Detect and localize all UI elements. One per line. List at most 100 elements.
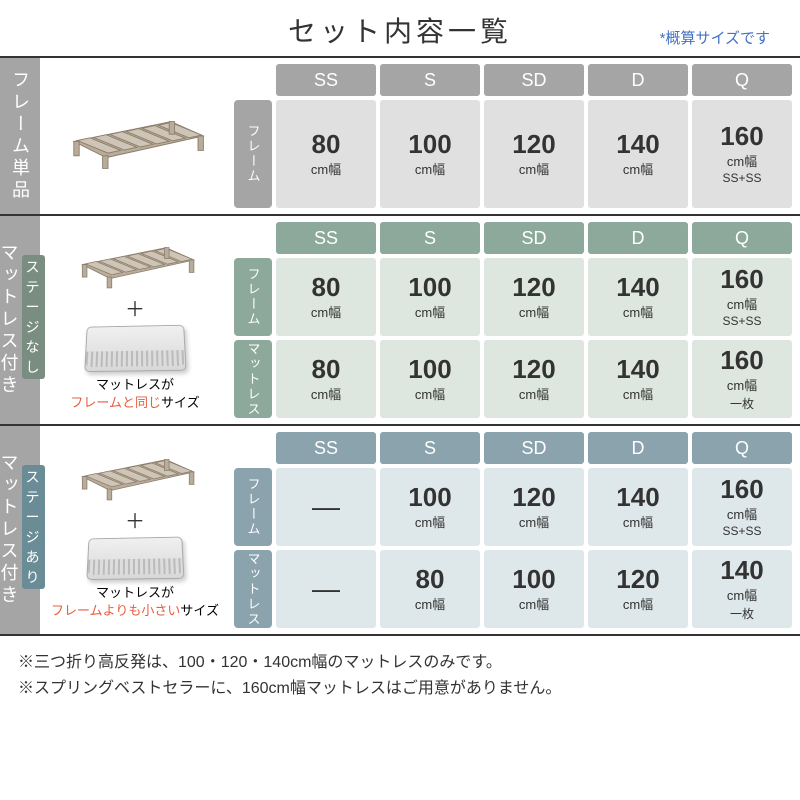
cell-number: 120 xyxy=(512,274,555,300)
section-tab-label: フレーム単品 xyxy=(7,70,33,202)
cell-sub: SS+SS xyxy=(722,524,761,538)
section-tab-stage_yes: ステージあり マットレス付き xyxy=(0,426,40,634)
cell-unit: cm幅 xyxy=(727,151,757,170)
row-label: フレーム xyxy=(234,468,272,546)
row-label: マットレス xyxy=(234,340,272,418)
cell-unit: cm幅 xyxy=(415,302,445,321)
size-cell: — xyxy=(276,550,376,628)
size-header-D: D xyxy=(588,222,688,254)
cell-number: 140 xyxy=(616,131,659,157)
cell-number: 100 xyxy=(408,131,451,157)
data-row: フレーム — 100 cm幅 120 cm幅 140 cm幅 xyxy=(232,466,794,548)
row-label: フレーム xyxy=(234,258,272,336)
size-cell: 100 cm幅 xyxy=(380,100,480,208)
illustration-stage_none: ＋ マットレスが フレームと同じサイズ xyxy=(40,216,230,424)
size-cell: 100 cm幅 xyxy=(380,468,480,546)
size-cell: 140 cm幅 xyxy=(588,468,688,546)
section-badge: ステージあり xyxy=(22,465,45,589)
data-row: フレーム 80 cm幅 100 cm幅 120 cm幅 140 cm幅 xyxy=(232,98,794,210)
size-header-SS: SS xyxy=(276,222,376,254)
cell-unit: cm幅 xyxy=(623,302,653,321)
size-cell: 120 cm幅 xyxy=(484,100,584,208)
size-cell: 100 cm幅 xyxy=(380,340,480,418)
cell-dash: — xyxy=(312,491,340,523)
cell-unit: cm幅 xyxy=(415,512,445,531)
mattress-icon xyxy=(84,325,186,372)
cell-number: 100 xyxy=(408,356,451,382)
data-row: フレーム 80 cm幅 100 cm幅 120 cm幅 140 cm幅 xyxy=(232,256,794,338)
size-header-SS: SS xyxy=(276,432,376,464)
footer-line-1: ※三つ折り高反発は、100・120・140cm幅のマットレスのみです。 xyxy=(18,650,782,676)
size-cell: 140 cm幅 xyxy=(588,340,688,418)
cell-unit: cm幅 xyxy=(519,512,549,531)
section-tab-label: マットレス付き xyxy=(0,243,22,397)
cell-unit: cm幅 xyxy=(415,594,445,613)
cell-unit: cm幅 xyxy=(727,294,757,313)
cell-unit: cm幅 xyxy=(727,504,757,523)
cell-unit: cm幅 xyxy=(311,302,341,321)
cell-unit: cm幅 xyxy=(727,375,757,394)
cell-number: 120 xyxy=(512,484,555,510)
illustration-frame-only xyxy=(40,58,230,214)
mattress-icon xyxy=(86,537,184,580)
size-cell: 100 cm幅 xyxy=(484,550,584,628)
cell-sub: SS+SS xyxy=(722,314,761,328)
cell-dash: — xyxy=(312,573,340,605)
cell-number: 140 xyxy=(616,274,659,300)
size-cell: 120 cm幅 xyxy=(484,258,584,336)
cell-number: 100 xyxy=(408,484,451,510)
cell-unit: cm幅 xyxy=(623,384,653,403)
size-cell: 140 cm幅 一枚 xyxy=(692,550,792,628)
cell-unit: cm幅 xyxy=(727,585,757,604)
size-header-row: SSSSDDQ xyxy=(232,62,794,98)
section-tab-frame_only: フレーム単品 xyxy=(0,58,40,214)
cell-sub: 一枚 xyxy=(730,395,754,412)
size-header-D: D xyxy=(588,64,688,96)
row-label: フレーム xyxy=(234,100,272,208)
cell-number: 120 xyxy=(512,356,555,382)
cell-number: 80 xyxy=(312,274,341,300)
size-cell: 120 cm幅 xyxy=(484,340,584,418)
cell-number: 140 xyxy=(616,484,659,510)
cell-unit: cm幅 xyxy=(623,159,653,178)
size-header-SD: SD xyxy=(484,64,584,96)
cell-number: 120 xyxy=(512,131,555,157)
size-header-SD: SD xyxy=(484,222,584,254)
cell-number: 140 xyxy=(616,356,659,382)
size-cell: 100 cm幅 xyxy=(380,258,480,336)
size-header-D: D xyxy=(588,432,688,464)
data-row: マットレス 80 cm幅 100 cm幅 120 cm幅 140 cm幅 xyxy=(232,338,794,420)
cell-unit: cm幅 xyxy=(519,594,549,613)
illust-caption: マットレスが フレームよりも小さいサイズ xyxy=(51,584,219,619)
section-badge: ステージなし xyxy=(22,255,45,379)
cell-sub: 一枚 xyxy=(730,605,754,622)
section-stage_none: ステージなし マットレス付き ＋ マットレスが フレームと同じサイズ SSSSD… xyxy=(0,216,800,426)
size-cell: 80 cm幅 xyxy=(276,100,376,208)
cell-number: 140 xyxy=(720,557,763,583)
size-header-Q: Q xyxy=(692,222,792,254)
bed-frame-icon xyxy=(70,441,200,503)
size-header-S: S xyxy=(380,64,480,96)
plus-icon: ＋ xyxy=(125,293,145,322)
cell-number: 80 xyxy=(416,566,445,592)
page-title: セット内容一覧 xyxy=(288,10,512,50)
size-cell: 80 cm幅 xyxy=(276,340,376,418)
cell-number: 160 xyxy=(720,266,763,292)
illust-caption: マットレスが フレームと同じサイズ xyxy=(70,376,199,411)
section-frame_only: フレーム単品 SSSSDDQ フレーム 80 cm幅 xyxy=(0,58,800,216)
size-cell: 160 cm幅 SS+SS xyxy=(692,258,792,336)
cell-number: 80 xyxy=(312,356,341,382)
cell-unit: cm幅 xyxy=(415,384,445,403)
header-note: *概算サイズです xyxy=(660,27,770,48)
cell-unit: cm幅 xyxy=(415,159,445,178)
bed-frame-icon xyxy=(70,229,200,291)
cell-unit: cm幅 xyxy=(623,512,653,531)
cell-unit: cm幅 xyxy=(311,384,341,403)
cell-unit: cm幅 xyxy=(311,159,341,178)
section-tab-label: マットレス付き xyxy=(0,453,22,607)
section-tab-stage_none: ステージなし マットレス付き xyxy=(0,216,40,424)
size-header-SD: SD xyxy=(484,432,584,464)
row-label: マットレス xyxy=(234,550,272,628)
cell-unit: cm幅 xyxy=(623,594,653,613)
size-grid: SSSSDDQ フレーム 80 cm幅 100 cm幅 120 cm幅 xyxy=(230,58,800,214)
